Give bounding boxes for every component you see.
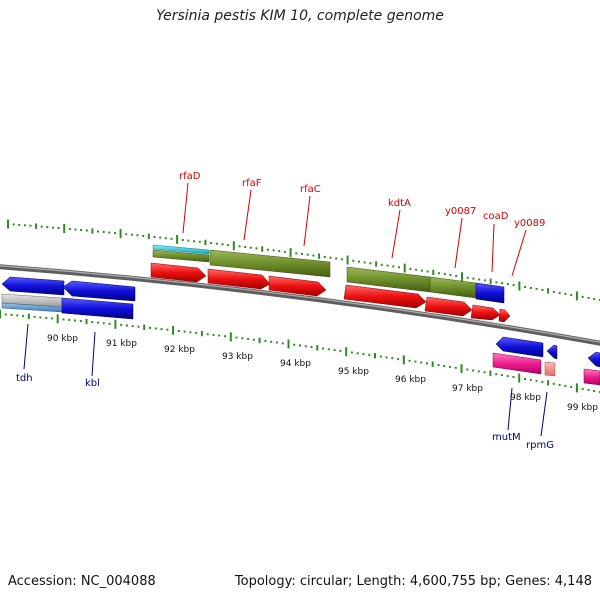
kbp-label: 95 kbp bbox=[338, 367, 369, 377]
gene-rpmG-arrow[interactable] bbox=[546, 344, 558, 360]
gene-label-y0089[interactable]: y0089 bbox=[514, 218, 545, 229]
gene-y0087-feature[interactable] bbox=[429, 276, 477, 299]
kbp-label: 97 kbp bbox=[452, 384, 483, 394]
cds-arrows-reverse-left bbox=[1, 276, 136, 320]
gene-coaD-arrow[interactable] bbox=[470, 304, 501, 321]
gene-rfaC-arrow[interactable] bbox=[268, 275, 327, 297]
kbp-label: 92 kbp bbox=[164, 345, 195, 355]
gene-rfaD-feature-lower[interactable] bbox=[152, 249, 210, 263]
gene-y0087-arrow[interactable] bbox=[424, 296, 473, 317]
inner-scale-ticks bbox=[0, 309, 600, 393]
gene-partial-right-feature[interactable] bbox=[583, 368, 600, 386]
gene-kdtA-arrow[interactable] bbox=[343, 284, 427, 309]
genome-summary: Topology: circular; Length: 4,600,755 bp… bbox=[234, 574, 592, 589]
genome-backbone bbox=[0, 264, 600, 346]
gene-y0089-arrow[interactable] bbox=[498, 308, 511, 323]
gene-tdh-arrow[interactable] bbox=[1, 276, 65, 296]
gene-label-rpmG[interactable]: rpmG bbox=[526, 440, 554, 451]
kbp-label: 90 kbp bbox=[47, 334, 78, 344]
gene-rpmG-feature[interactable] bbox=[544, 361, 556, 377]
gene-mutM-feature[interactable] bbox=[492, 352, 542, 375]
gene-rfaF-arrow[interactable] bbox=[207, 268, 271, 290]
gene-rfaD-arrow[interactable] bbox=[150, 262, 207, 283]
accession-label: Accession: NC_004088 bbox=[8, 574, 156, 589]
gene-kbl-arrow[interactable] bbox=[62, 280, 136, 302]
kbp-label: 96 kbp bbox=[395, 375, 426, 385]
bottom-leader-lines bbox=[23, 323, 548, 437]
gene-label-rfaF[interactable]: rfaF bbox=[242, 178, 262, 189]
gene-coaD-feature[interactable] bbox=[475, 282, 505, 304]
gene-label-kdtA[interactable]: kdtA bbox=[388, 198, 411, 209]
gene-label-y0087[interactable]: y0087 bbox=[445, 206, 476, 217]
gene-rfaD-feature[interactable] bbox=[152, 244, 210, 255]
gene-mutM-arrow[interactable] bbox=[495, 336, 544, 358]
feature-band-top bbox=[152, 244, 505, 304]
gene-label-rfaD[interactable]: rfaD bbox=[179, 171, 201, 182]
top-leader-lines bbox=[182, 182, 527, 277]
gene-label-mutM[interactable]: mutM bbox=[492, 432, 521, 443]
kbp-label: 99 kbp bbox=[567, 403, 598, 413]
kbp-label: 94 kbp bbox=[280, 359, 311, 369]
gene-partial-right-arrow[interactable] bbox=[587, 351, 600, 368]
outer-scale-ticks bbox=[7, 219, 600, 301]
gene-label-coaD[interactable]: coaD bbox=[483, 211, 509, 222]
cds-arrows-reverse-right bbox=[492, 336, 600, 386]
cds-arrows-forward bbox=[150, 262, 511, 323]
gene-label-kbl[interactable]: kbl bbox=[85, 378, 100, 389]
kbp-label: 93 kbp bbox=[222, 352, 253, 362]
map-title: Yersinia pestis KIM 10, complete genome bbox=[156, 8, 444, 24]
gene-label-rfaC[interactable]: rfaC bbox=[300, 184, 321, 195]
gene-rfaF-feature[interactable] bbox=[209, 249, 331, 278]
gene-label-tdh[interactable]: tdh bbox=[16, 373, 33, 384]
gene-kbl-feature[interactable] bbox=[61, 297, 134, 320]
kbp-label: 91 kbp bbox=[106, 339, 137, 349]
kbp-label: 98 kbp bbox=[510, 393, 541, 403]
